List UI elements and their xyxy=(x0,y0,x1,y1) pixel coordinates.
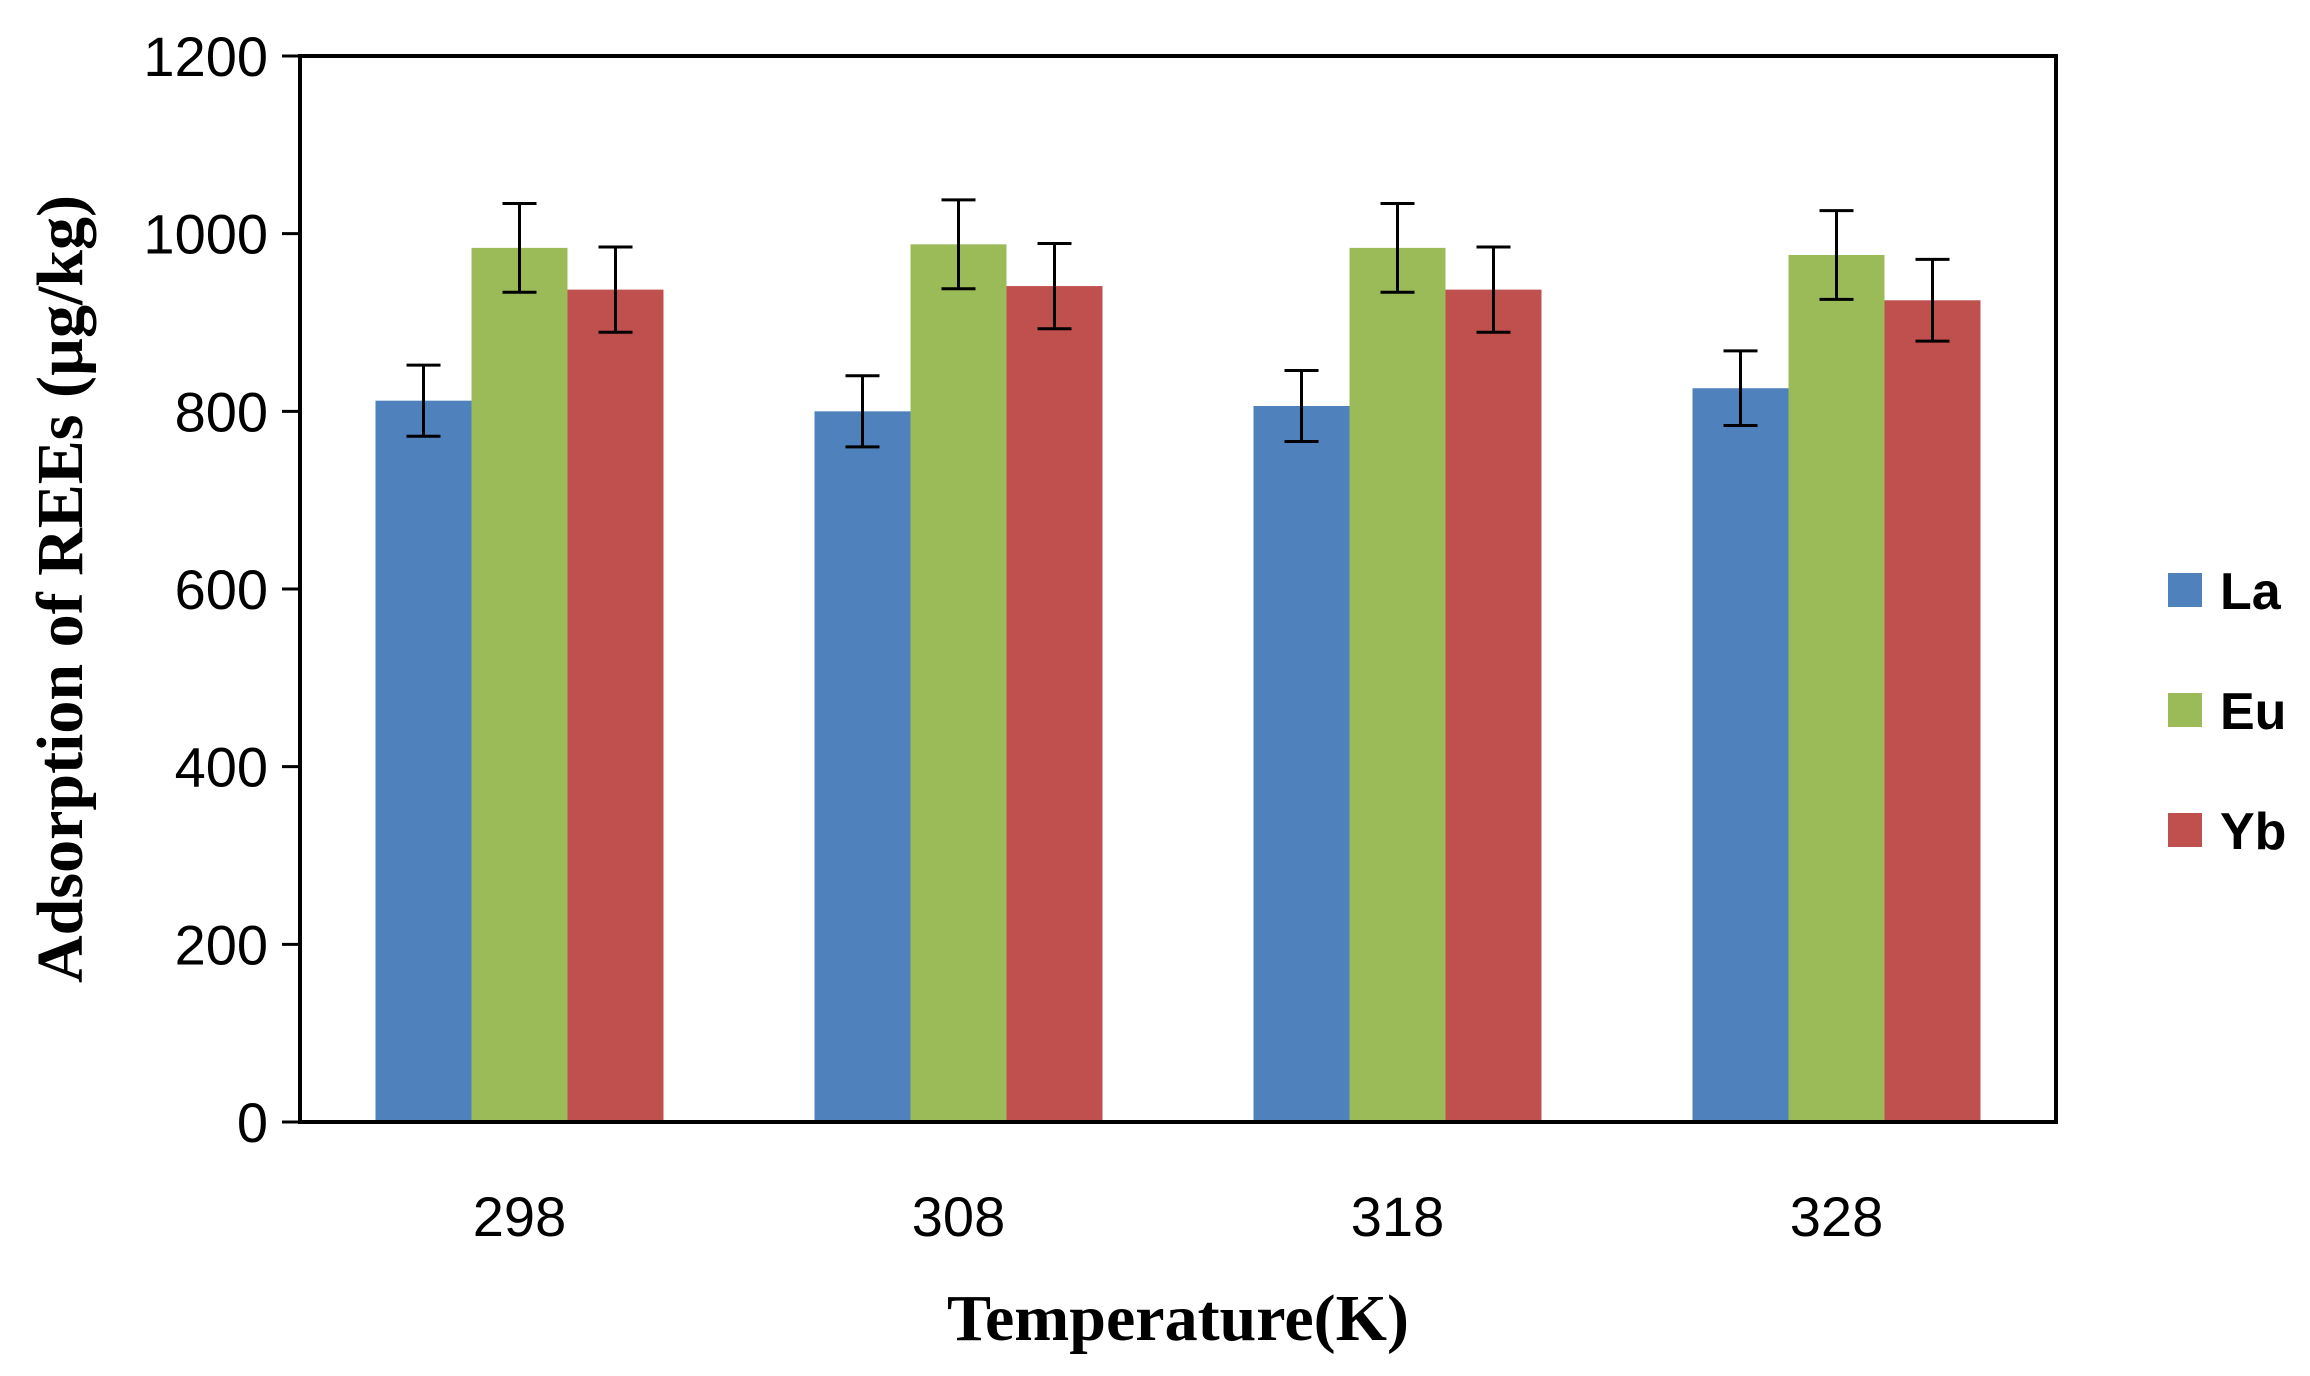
bar-la-298 xyxy=(375,400,472,1122)
bar-eu-328 xyxy=(1788,254,1885,1122)
bar-la-318 xyxy=(1253,406,1350,1123)
bar-eu-318 xyxy=(1349,247,1446,1122)
bar-yb-318 xyxy=(1445,289,1542,1122)
bar-eu-298 xyxy=(471,247,568,1122)
x-tick-label-328: 328 xyxy=(1790,1185,1883,1248)
x-tick-label-318: 318 xyxy=(1351,1185,1444,1248)
bar-la-308 xyxy=(814,411,911,1122)
bar-la-328 xyxy=(1692,388,1789,1122)
legend-label-eu: Eu xyxy=(2220,683,2286,741)
bars-layer xyxy=(375,244,1981,1123)
y-tick-label: 600 xyxy=(175,558,268,621)
y-axis-ticks: 0 200 400 600 800 1000 1200 xyxy=(143,25,300,1154)
y-tick-label: 400 xyxy=(175,736,268,799)
x-tick-label-298: 298 xyxy=(473,1185,566,1248)
legend-swatch-yb xyxy=(2168,813,2202,847)
bar-eu-308 xyxy=(910,244,1007,1122)
y-tick-label: 1000 xyxy=(143,203,268,266)
bar-yb-298 xyxy=(567,289,664,1122)
y-tick-label: 1200 xyxy=(143,25,268,88)
error-bars-layer xyxy=(406,198,1950,449)
legend-label-yb: Yb xyxy=(2220,803,2286,861)
legend-label-la: La xyxy=(2220,563,2282,621)
legend-swatch-eu xyxy=(2168,693,2202,727)
x-tick-label-308: 308 xyxy=(912,1185,1005,1248)
legend-swatch-la xyxy=(2168,573,2202,607)
x-axis-ticks: 298 308 318 328 xyxy=(473,1185,1883,1248)
bar-yb-308 xyxy=(1006,286,1103,1122)
y-tick-label: 200 xyxy=(175,913,268,976)
y-axis-title: Adsorption of REEs (µg/kg) xyxy=(24,195,97,983)
legend: La Eu Yb xyxy=(2168,563,2286,861)
y-tick-label: 800 xyxy=(175,380,268,443)
y-tick-label: 0 xyxy=(237,1091,268,1154)
bar-yb-328 xyxy=(1884,300,1981,1123)
x-axis-title: Temperature(K) xyxy=(947,1282,1409,1355)
